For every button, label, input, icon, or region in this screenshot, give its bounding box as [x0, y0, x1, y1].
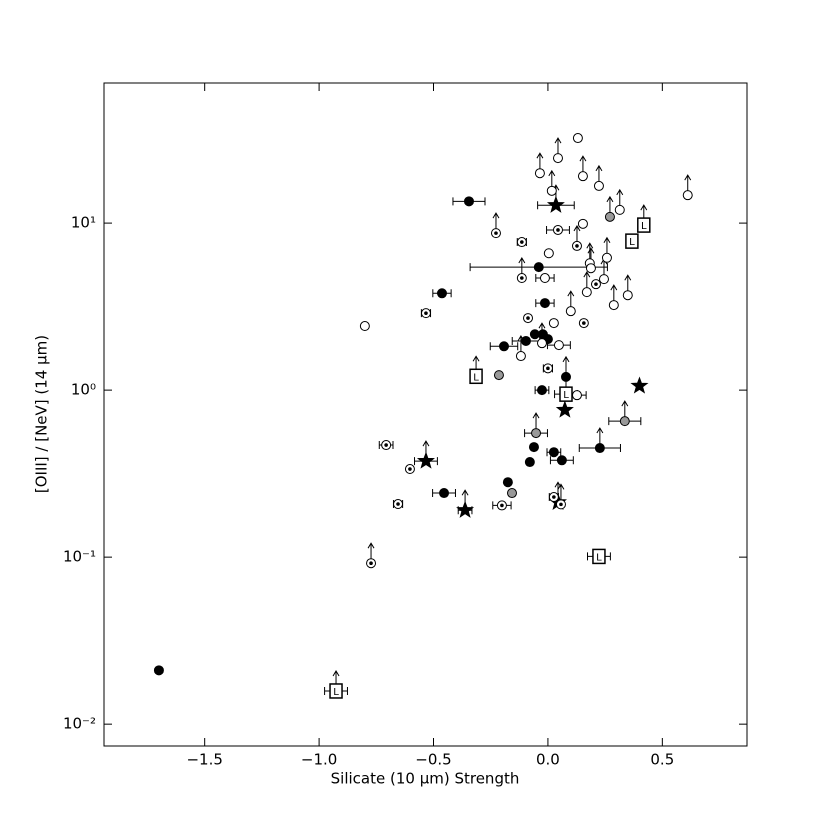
point: [556, 455, 567, 466]
x-tick-label: 0.0: [536, 751, 560, 769]
x-axis-label: Silicate (10 μm) Strength: [331, 770, 520, 788]
point: [548, 318, 559, 329]
point: [577, 171, 588, 182]
point: [502, 477, 513, 488]
point: [546, 185, 557, 196]
point: [533, 262, 544, 273]
point: [548, 447, 559, 458]
y-tick-label: 10⁻¹: [63, 548, 96, 566]
point: [577, 218, 588, 229]
point: [534, 168, 545, 179]
point: [682, 190, 693, 201]
point: [539, 273, 550, 284]
x-tick-label: 0.5: [650, 751, 674, 769]
point: [463, 196, 474, 207]
point: [498, 341, 509, 352]
point: [565, 306, 576, 317]
point-dot: [546, 366, 550, 371]
point-dot: [494, 231, 498, 235]
x-tick-label: −1.5: [186, 751, 222, 769]
point: [439, 488, 450, 499]
point: [553, 340, 564, 351]
point-dot: [582, 321, 586, 325]
point: [581, 287, 592, 298]
point: [571, 390, 582, 401]
point: [329, 683, 343, 699]
point-dot: [424, 311, 428, 315]
point-label: L: [473, 372, 479, 383]
point-dot: [500, 503, 504, 508]
point: [604, 211, 615, 222]
point-label: L: [333, 687, 339, 698]
point: [637, 217, 651, 233]
point: [528, 442, 539, 453]
point-dot: [594, 282, 598, 286]
y-tick-label: 10⁻²: [63, 715, 96, 733]
point-dot: [396, 502, 400, 506]
point: [572, 133, 583, 144]
point: [524, 457, 535, 468]
y-tick-label: 10⁰: [71, 381, 96, 399]
x-tick-label: −1.0: [301, 751, 337, 769]
point-dot: [520, 240, 524, 244]
point: [539, 298, 550, 309]
point-dot: [575, 244, 579, 248]
point-dot: [520, 276, 524, 280]
point: [585, 263, 596, 274]
point: [592, 548, 606, 565]
point: [598, 274, 609, 285]
point: [436, 288, 447, 299]
point: [608, 300, 619, 311]
point: [555, 400, 574, 418]
point: [560, 371, 571, 382]
point-label: L: [563, 390, 569, 401]
point: [559, 386, 573, 402]
y-axis-label: [OIII] / [NeV] (14 μm): [33, 335, 51, 493]
point-dot: [556, 228, 560, 232]
point: [506, 488, 517, 499]
y-tick-label: 10¹: [71, 214, 96, 232]
point-dot: [408, 467, 412, 471]
point: [552, 153, 563, 164]
point: [469, 368, 483, 385]
point-dot: [384, 443, 388, 447]
point: [622, 290, 633, 301]
point-dot: [552, 495, 556, 499]
point: [153, 665, 164, 676]
point-label: L: [596, 552, 602, 563]
point: [543, 248, 554, 259]
point-dot: [526, 316, 530, 320]
point: [416, 451, 435, 469]
point: [515, 351, 526, 362]
point-label: L: [641, 221, 647, 232]
point: [630, 376, 649, 394]
point: [625, 233, 639, 249]
point-dot: [369, 561, 373, 565]
point: [536, 338, 547, 349]
point: [536, 385, 547, 396]
point: [456, 500, 475, 518]
point: [493, 370, 504, 381]
point: [619, 416, 630, 427]
point: [531, 428, 542, 439]
point: [601, 252, 612, 263]
point: [359, 321, 370, 332]
point-dot: [559, 502, 563, 507]
point: [614, 204, 625, 215]
point: [546, 195, 565, 213]
point: [520, 335, 531, 346]
point-label: L: [629, 237, 635, 248]
point: [594, 443, 605, 454]
x-tick-label: −0.5: [415, 751, 451, 769]
point: [593, 180, 604, 191]
plot-frame: [103, 82, 748, 747]
